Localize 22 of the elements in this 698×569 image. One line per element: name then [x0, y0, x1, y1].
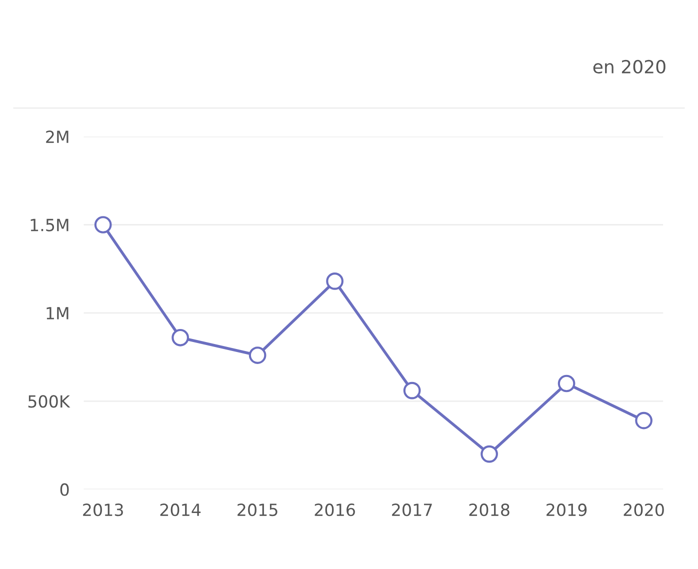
- y-tick-label: 500K: [28, 395, 70, 408]
- point: [94, 216, 112, 234]
- chart-title: en 2020: [593, 60, 666, 74]
- y-tick-label: 1M: [46, 307, 68, 320]
- x-tick-label: 2017: [392, 504, 432, 516]
- point: [403, 382, 421, 400]
- point: [558, 374, 576, 392]
- x-tick-label: 2013: [83, 504, 123, 516]
- x-tick-label: 2019: [546, 504, 587, 516]
- point: [326, 272, 344, 290]
- point: [248, 346, 266, 364]
- y-tick-label: 1.5M: [30, 218, 68, 232]
- y-tick-label: 0: [60, 483, 69, 496]
- x-tick-label: 2018: [469, 504, 510, 516]
- x-tick-label: 2020: [624, 504, 664, 516]
- point: [172, 328, 189, 346]
- y-tick-label: 2M: [46, 130, 68, 143]
- point: [480, 445, 498, 463]
- x-tick-label: 2014: [160, 504, 201, 516]
- x-tick-label: 2016: [314, 504, 355, 516]
- point: [635, 412, 652, 430]
- x-tick-label: 2015: [238, 504, 278, 516]
